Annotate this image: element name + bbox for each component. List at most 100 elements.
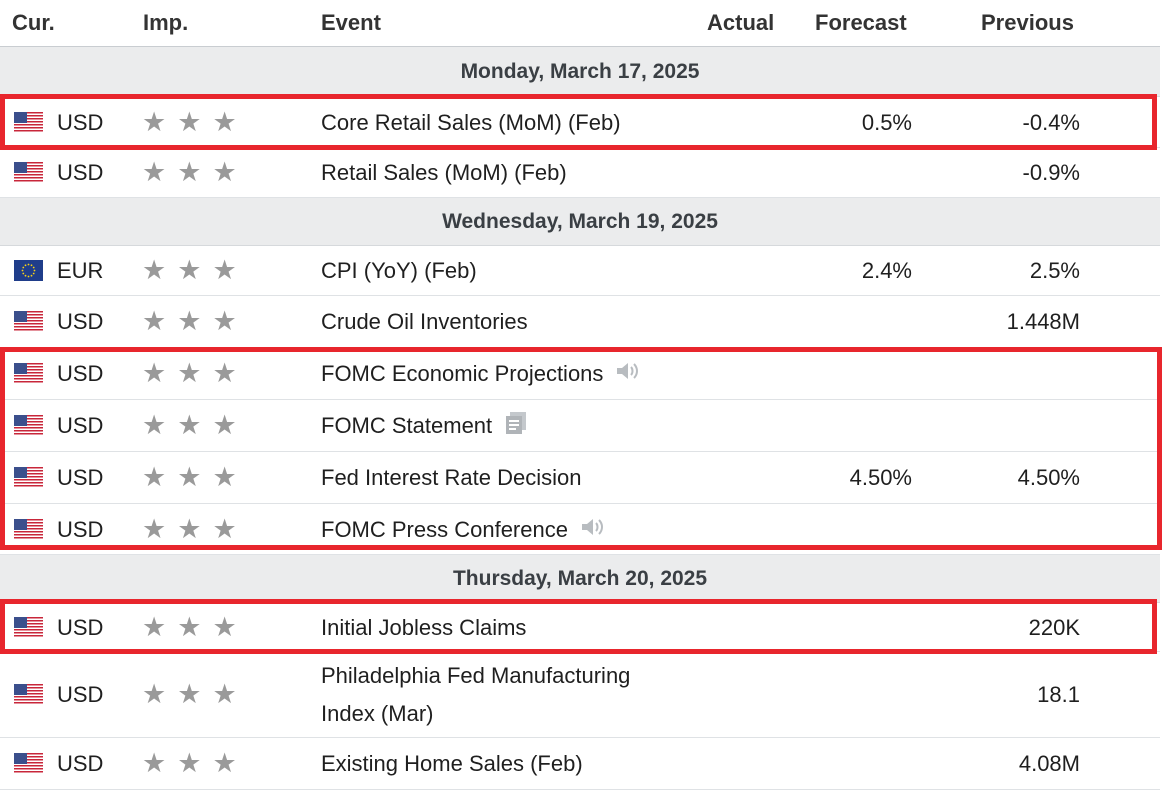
star-icon: ★ (177, 410, 202, 440)
importance-stars: ★ ★ ★ (142, 513, 237, 544)
eu-flag-icon (14, 260, 43, 281)
document-icon[interactable] (504, 408, 528, 446)
event-name[interactable]: FOMC Press Conference (321, 516, 568, 542)
event-name[interactable]: Fed Interest Rate Decision (321, 465, 582, 490)
table-row[interactable]: USD ★ ★ ★ FOMC Economic Projections (0, 348, 1160, 400)
star-icon: ★ (177, 358, 202, 388)
event-name-line2: Index (Mar) (321, 701, 434, 726)
event-name-cell[interactable]: FOMC Economic Projections (321, 355, 641, 394)
header-previous[interactable]: Previous (981, 10, 1074, 35)
us-flag-icon (14, 753, 43, 774)
importance-stars: ★ ★ ★ (142, 611, 237, 642)
star-icon: ★ (177, 255, 202, 285)
star-icon: ★ (142, 611, 167, 642)
event-name-cell[interactable]: FOMC Press Conference (321, 511, 606, 550)
previous-value: 4.08M (1018, 751, 1080, 776)
currency-code: USD (57, 160, 104, 185)
star-icon: ★ (142, 410, 167, 440)
event-name[interactable]: Philadelphia Fed Manufacturing Index (Ma… (321, 657, 630, 733)
currency-code: USD (57, 614, 104, 640)
previous-value: 4.50% (1017, 465, 1080, 490)
event-name[interactable]: Core Retail Sales (MoM) (Feb) (321, 109, 621, 135)
currency-code: EUR (57, 258, 104, 283)
star-icon: ★ (177, 157, 202, 187)
us-flag-icon (14, 111, 43, 133)
importance-stars: ★ ★ ★ (142, 412, 237, 439)
table-row[interactable]: USD ★ ★ ★ Initial Jobless Claims 220K (0, 603, 1160, 652)
currency-code: USD (57, 751, 104, 776)
event-name[interactable]: Existing Home Sales (Feb) (321, 751, 583, 776)
forecast-value: 4.50% (849, 465, 912, 490)
forecast-value: 0.5% (861, 109, 912, 135)
importance-stars: ★ ★ ★ (142, 159, 237, 186)
header-forecast[interactable]: Forecast (815, 10, 907, 35)
star-icon: ★ (212, 513, 237, 544)
importance-stars: ★ ★ ★ (142, 464, 237, 491)
table-row[interactable]: EUR ★ ★ ★ CPI (YoY) (Feb) 2.4% 2.5% (0, 246, 1160, 296)
importance-stars: ★ ★ ★ (142, 681, 237, 708)
star-icon: ★ (212, 106, 237, 137)
us-flag-icon (14, 162, 43, 183)
event-name[interactable]: FOMC Economic Projections (321, 361, 604, 386)
event-name[interactable]: FOMC Statement (321, 413, 493, 438)
us-flag-icon (14, 311, 43, 332)
star-icon: ★ (142, 358, 167, 388)
event-name-cell[interactable]: Crude Oil Inventories (321, 303, 528, 341)
event-name[interactable]: Retail Sales (MoM) (Feb) (321, 160, 567, 185)
table-row[interactable]: USD ★ ★ ★ Existing Home Sales (Feb) 4.08M (0, 738, 1160, 790)
event-name-cell[interactable]: CPI (YoY) (Feb) (321, 252, 477, 290)
header-currency[interactable]: Cur. (12, 10, 55, 35)
event-name[interactable]: Crude Oil Inventories (321, 309, 528, 334)
star-icon: ★ (212, 748, 237, 778)
star-icon: ★ (177, 106, 202, 137)
star-icon: ★ (142, 306, 167, 336)
table-row[interactable]: USD ★ ★ ★ FOMC Statement (0, 400, 1160, 452)
currency-code: USD (57, 309, 104, 334)
table-row[interactable]: USD ★ ★ ★ Core Retail Sales (MoM) (Feb) 0.… (0, 97, 1160, 148)
currency-code: USD (57, 413, 104, 438)
previous-value: 1.448M (1006, 309, 1080, 334)
table-row[interactable]: USD ★ ★ ★ Retail Sales (MoM) (Feb) -0.9% (0, 148, 1160, 198)
star-icon: ★ (142, 106, 167, 137)
speaker-icon[interactable] (615, 356, 641, 394)
currency-code: USD (57, 465, 104, 490)
header-importance[interactable]: Imp. (143, 10, 189, 35)
table-row[interactable]: USD ★ ★ ★ Philadelphia Fed Manufacturing I… (0, 652, 1160, 738)
star-icon: ★ (142, 462, 167, 492)
event-name-cell[interactable]: Core Retail Sales (MoM) (Feb) (321, 104, 621, 142)
event-name-cell[interactable]: Initial Jobless Claims (321, 609, 526, 647)
previous-value: 220K (1028, 614, 1080, 640)
header-actual[interactable]: Actual (707, 10, 775, 35)
event-name[interactable]: CPI (YoY) (Feb) (321, 258, 477, 283)
event-name-cell[interactable]: Fed Interest Rate Decision (321, 459, 581, 497)
star-icon: ★ (212, 679, 237, 709)
currency-code: USD (57, 109, 104, 135)
us-flag-icon (14, 415, 43, 436)
star-icon: ★ (177, 748, 202, 778)
forecast-value: 2.4% (861, 258, 912, 283)
star-icon: ★ (142, 679, 167, 709)
importance-stars: ★ ★ ★ (142, 308, 237, 335)
speaker-icon[interactable] (580, 512, 606, 550)
star-icon: ★ (142, 748, 167, 778)
event-name-cell[interactable]: FOMC Statement (321, 407, 528, 446)
table-row[interactable]: USD ★ ★ ★ FOMC Press Conference (0, 504, 1160, 555)
event-name[interactable]: Initial Jobless Claims (321, 614, 527, 640)
table-row[interactable]: USD ★ ★ ★ Crude Oil Inventories 1.448M (0, 296, 1160, 348)
currency-code: USD (57, 361, 104, 386)
previous-value: -0.4% (1022, 109, 1080, 135)
star-icon: ★ (212, 462, 237, 492)
importance-stars: ★ ★ ★ (142, 257, 237, 284)
event-name-cell[interactable]: Existing Home Sales (Feb) (321, 745, 583, 783)
importance-stars: ★ ★ ★ (142, 360, 237, 387)
header-event[interactable]: Event (321, 10, 381, 35)
table-header: Cur. Imp. Event Actual Forecast Previous (0, 0, 1160, 47)
star-icon: ★ (177, 306, 202, 336)
table-row[interactable]: USD ★ ★ ★ Fed Interest Rate Decision 4.50%… (0, 452, 1160, 504)
star-icon: ★ (212, 157, 237, 187)
star-icon: ★ (177, 513, 202, 544)
event-name-cell[interactable]: Retail Sales (MoM) (Feb) (321, 154, 567, 192)
star-icon: ★ (142, 513, 167, 544)
star-icon: ★ (212, 358, 237, 388)
date-row-thursday: Thursday, March 20, 2025 (0, 555, 1160, 603)
